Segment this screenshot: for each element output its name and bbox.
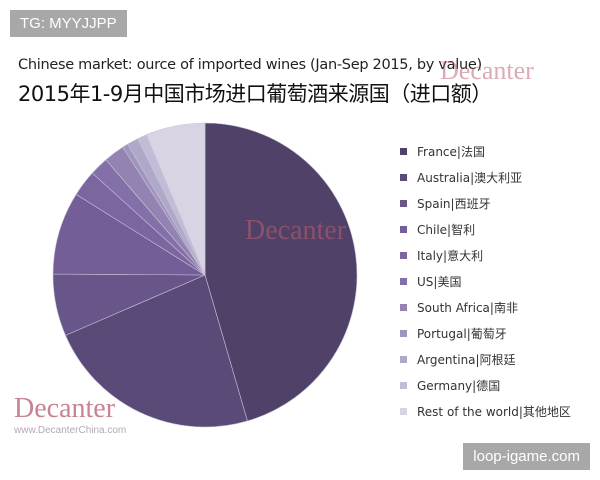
legend-swatch xyxy=(400,225,407,233)
legend-swatch xyxy=(400,278,407,286)
legend-label: Spain|西班牙 xyxy=(417,196,491,211)
pie-slice xyxy=(204,122,358,422)
legend-item: Chile|智利 xyxy=(400,216,571,242)
legend-item: Germany|德国 xyxy=(400,373,571,399)
legend-label: Italy|意大利 xyxy=(417,248,484,263)
legend-label: South Africa|南非 xyxy=(417,301,518,316)
legend-swatch xyxy=(400,304,407,312)
legend-label: Germany|德国 xyxy=(417,379,501,394)
legend-item: Italy|意大利 xyxy=(400,242,571,268)
pie-slice xyxy=(65,274,248,428)
legend-label: Australia|澳大利亚 xyxy=(417,170,523,185)
legend-label: Argentina|阿根廷 xyxy=(417,353,516,368)
legend-item: France|法国 xyxy=(400,138,571,164)
legend-label: US|美国 xyxy=(417,275,462,290)
bottom-badge: loop-igame.com xyxy=(463,443,590,470)
chart-title: Chinese market: ource of imported wines … xyxy=(18,57,482,73)
legend-swatch xyxy=(400,330,407,338)
top-badge: TG: MYYJJPP xyxy=(10,10,127,37)
watermark-logo-top: Decanter xyxy=(440,56,534,85)
legend-label: France|法国 xyxy=(417,144,485,159)
legend-swatch xyxy=(400,408,407,416)
legend-swatch xyxy=(400,356,407,364)
legend-item: Portugal|葡萄牙 xyxy=(400,321,571,347)
legend-label: Portugal|葡萄牙 xyxy=(417,327,507,342)
pie-slice xyxy=(145,122,206,276)
legend-swatch xyxy=(400,147,407,155)
legend: France|法国 Australia|澳大利亚 Spain|西班牙 Chile|智利… xyxy=(400,138,571,425)
legend-item: US|美国 xyxy=(400,268,571,294)
legend-item: Spain|西班牙 xyxy=(400,190,571,216)
legend-item: Rest of the world|其他地区 xyxy=(400,399,571,425)
legend-swatch xyxy=(400,199,407,207)
legend-swatch xyxy=(400,173,407,181)
legend-label: Chile|智利 xyxy=(417,222,476,237)
watermark-logo-center: Decanter xyxy=(245,215,347,246)
pie-slice xyxy=(52,193,207,276)
legend-swatch xyxy=(400,251,407,259)
legend-item: South Africa|南非 xyxy=(400,295,571,321)
legend-label: Rest of the world|其他地区 xyxy=(417,405,571,420)
chart-subtitle: 2015年1-9月中国市场进口葡萄酒来源国（进口额） xyxy=(18,82,492,106)
legend-item: Argentina|阿根廷 xyxy=(400,347,571,373)
watermark-logo-bottom: Decanter www.DecanterChina.com xyxy=(14,393,127,436)
legend-item: Australia|澳大利亚 xyxy=(400,164,571,190)
legend-swatch xyxy=(400,382,407,390)
